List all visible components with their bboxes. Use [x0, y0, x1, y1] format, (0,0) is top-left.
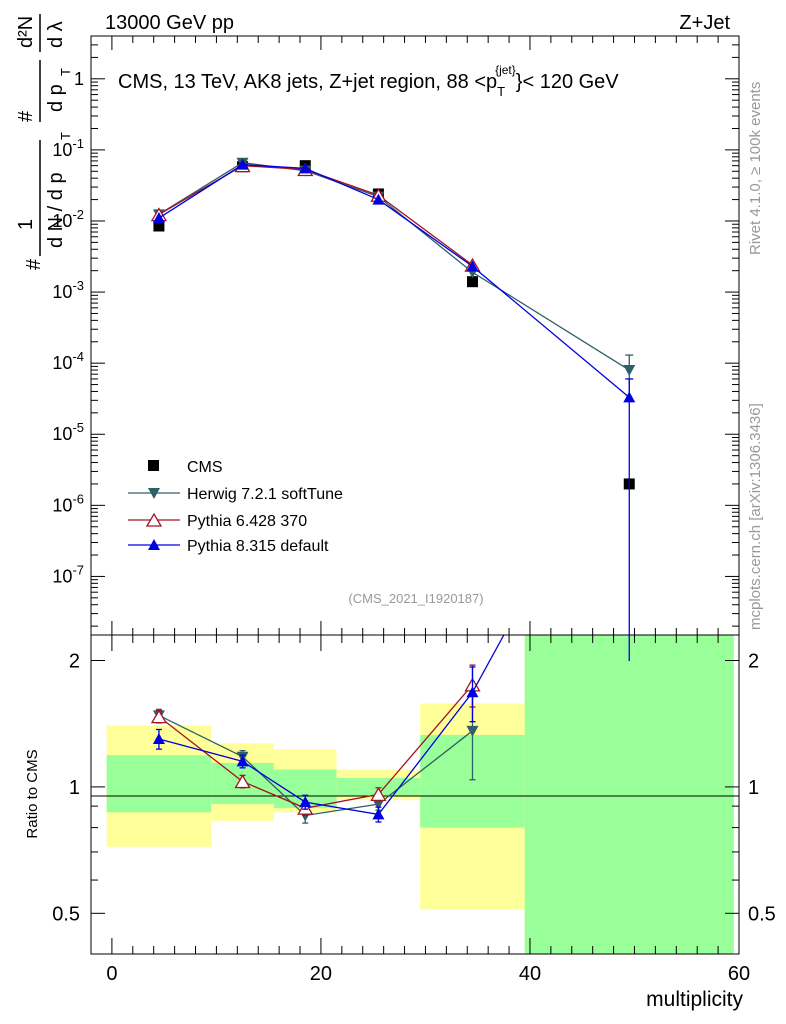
point-pythia8	[152, 212, 165, 224]
svg-text:#: #	[23, 258, 45, 270]
main-panel: 1 10-1 10-2 10-3 10-4 10-5 10-6 10-7 CMS, 13 Te…	[15, 14, 740, 636]
y-tick-label-main: 10-2	[52, 207, 84, 231]
ratio-series-pythia8	[152, 634, 505, 823]
y-tick-label-ratio: 0.5	[52, 903, 80, 925]
y-tick-label-ratio: 2	[69, 650, 80, 672]
svg-text:#: #	[15, 110, 37, 122]
svg-text:d λ: d λ	[45, 21, 67, 48]
ratio-point-pythia8	[152, 733, 165, 745]
main-series	[150, 157, 636, 635]
x-tick-label: 40	[519, 963, 541, 985]
main-ticks: 1 10-1 10-2 10-3 10-4 10-5 10-6 10-7	[52, 35, 740, 635]
chart-title: CMS, 13 TeV, AK8 jets, Z+jet region, 88 …	[118, 63, 619, 99]
y-tick-label-main: 10-4	[52, 349, 84, 373]
ratio-bands	[106, 635, 734, 954]
series-pythia8	[152, 158, 636, 635]
svg-text:T: T	[58, 68, 73, 76]
legend-label-cms: CMS	[187, 459, 223, 476]
band-green	[524, 635, 734, 954]
legend-item-cms: CMS	[148, 459, 223, 476]
ratio-frame	[90, 634, 740, 955]
ratio-point-herwig	[466, 725, 479, 737]
ratio-ticks: 0.5 0.51 12 20 20 40 60	[52, 635, 776, 985]
y-tick-label-main: 10-3	[52, 278, 84, 302]
ratio-series	[150, 634, 630, 824]
legend-marker-herwig	[148, 488, 160, 499]
ratio-point-herwig	[372, 799, 385, 811]
legend-marker-pythia6	[145, 512, 163, 527]
series-herwig	[152, 157, 636, 403]
header-right: Z+Jet	[679, 12, 730, 34]
legend-marker-cms	[148, 460, 159, 471]
point-pythia8	[623, 391, 636, 403]
rivet-label: Rivet 4.1.0, ≥ 100k events	[747, 82, 764, 255]
y-tick-label-main: 1	[74, 69, 84, 89]
legend-marker-pythia8	[148, 539, 160, 550]
x-tick-label: 60	[728, 963, 750, 985]
point-pythia8	[466, 260, 479, 272]
ratio-point-pythia6	[150, 709, 168, 724]
legend: CMS Herwig 7.2.1 softTune Pythia 6.428 3…	[128, 459, 343, 555]
point-pythia8	[299, 162, 312, 174]
legend-item-pythia6: Pythia 6.428 370	[128, 512, 307, 530]
point-herwig	[623, 365, 636, 377]
legend-item-herwig: Herwig 7.2.1 softTune	[128, 486, 343, 503]
ratio-point-pythia6	[370, 787, 387, 801]
y-tick-label-main: 10-7	[52, 562, 84, 586]
point-cms	[153, 220, 165, 232]
ratio-point-pythia8	[299, 796, 312, 808]
y-tick-label-main: 10-6	[52, 491, 84, 515]
point-pythia8	[236, 158, 249, 170]
legend-label-pythia8: Pythia 8.315 default	[187, 538, 329, 555]
y-tick-label-ratio-right: 2	[748, 650, 759, 672]
y-tick-label-ratio: 1	[69, 777, 80, 799]
svg-text:T: T	[58, 132, 73, 140]
y-tick-label-ratio-right: 0.5	[748, 903, 776, 925]
ratio-panel: 0.5 0.51 12 20 20 40 60 Ratio to CMS multiplic…	[24, 634, 776, 1011]
point-pythia8	[372, 193, 385, 205]
series-line-pythia6	[158, 165, 473, 266]
legend-label-herwig: Herwig 7.2.1 softTune	[187, 486, 343, 503]
y-tick-label-ratio-right: 1	[748, 777, 759, 799]
x-axis-label: multiplicity	[646, 988, 743, 1011]
y-axis-label-ratio: Ratio to CMS	[24, 749, 41, 838]
ratio-point-pythia8	[236, 755, 249, 767]
mcplots-label: mcplots.cern.ch [arXiv:1306.3436]	[747, 403, 764, 630]
x-tick-label: 0	[106, 963, 117, 985]
svg-text:d²N: d²N	[15, 16, 37, 48]
y-axis-label-main: # 1 d N / d p T # d p T d²N d λ	[15, 14, 73, 270]
band-green	[106, 755, 212, 813]
series-pythia6	[150, 158, 481, 272]
y-tick-label-main: 10-5	[52, 420, 84, 444]
legend-label-pythia6: Pythia 6.428 370	[187, 513, 307, 530]
svg-text:1: 1	[15, 219, 37, 230]
point-cms	[466, 276, 478, 288]
ratio-line-pythia8	[158, 634, 505, 816]
svg-text:d N / d p: d N / d p	[45, 172, 67, 248]
series-line-pythia8	[158, 163, 630, 398]
x-tick-label: 20	[310, 963, 332, 985]
header-left: 13000 GeV pp	[105, 12, 234, 34]
watermark: (CMS_2021_I1920187)	[348, 591, 483, 606]
ratio-point-pythia8	[466, 686, 479, 698]
ratio-point-pythia8	[372, 808, 385, 820]
svg-text:d p: d p	[45, 84, 67, 112]
y-tick-label-main: 10-1	[52, 136, 84, 160]
legend-item-pythia8: Pythia 8.315 default	[128, 538, 329, 555]
ratio-point-pythia6	[234, 774, 251, 789]
